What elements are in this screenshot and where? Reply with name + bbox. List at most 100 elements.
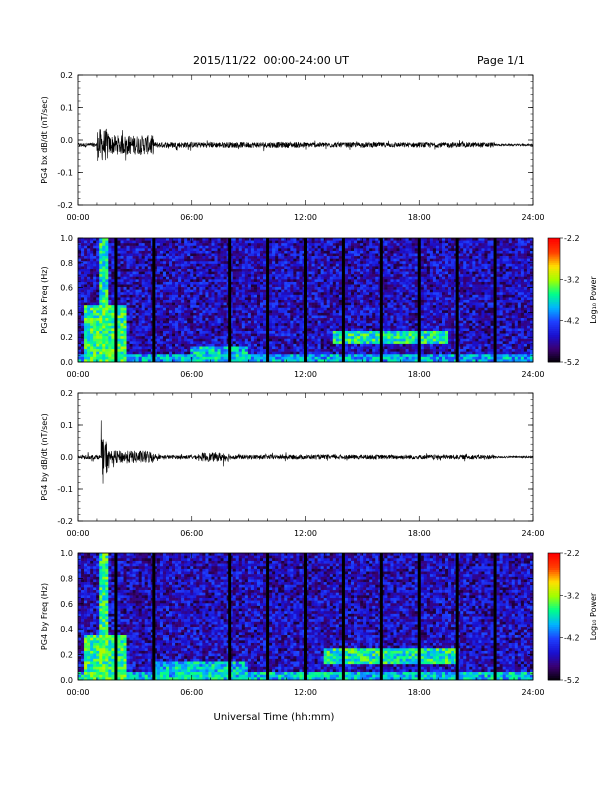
heatmap-cell [184,333,188,337]
heatmap-cell [360,359,364,363]
heatmap-cell [244,305,249,309]
heatmap-cell [369,243,373,247]
heatmap-cell [272,341,276,345]
heatmap-cell [211,240,215,244]
heatmap-cell [317,341,321,345]
heatmap-cell [263,297,267,301]
heatmap-cell [187,276,191,280]
heatmap-cell [253,302,258,306]
heatmap-cell [256,243,261,247]
heatmap-cell [287,312,291,316]
heatmap-cell [165,331,170,334]
heatmap-cell [314,349,318,352]
heatmap-cell [256,338,261,342]
heatmap-cell [278,294,282,298]
heatmap-cell [363,343,367,347]
heatmap-cell [238,351,243,355]
heatmap-cell [269,297,273,301]
heatmap-cell [181,248,185,252]
heatmap-cell [96,331,100,334]
heatmap-cell [344,245,349,249]
heatmap-cell [357,238,361,241]
heatmap-cell [93,269,97,272]
heatmap-cell [132,281,136,285]
heatmap-cell [229,325,233,329]
heatmap-cell [187,341,191,345]
heatmap-cell [108,341,112,345]
heatmap-cell [156,351,161,355]
heatmap-cell [193,263,197,267]
heatmap-cell [78,276,82,280]
heatmap-cell [111,320,115,324]
heatmap-cell [196,258,200,262]
heatmap-cell [247,284,252,288]
heatmap-cell [105,356,109,360]
heatmap-cell [311,261,315,265]
heatmap-cell [153,302,158,306]
heatmap-cell [366,328,370,332]
heatmap-cell [159,289,164,293]
heatmap-cell [272,289,276,293]
heatmap-cell [263,346,267,350]
heatmap-cell [260,320,264,324]
heatmap-cell [269,318,273,321]
heatmap-cell [375,320,379,324]
heatmap-cell [235,310,240,314]
heatmap-cell [105,263,109,267]
heatmap-cell [141,318,146,321]
heatmap-cell [144,279,149,283]
heatmap-cell [293,266,297,270]
heatmap-cell [232,289,237,293]
heatmap-cell [335,256,340,259]
heatmap-cell [250,245,255,249]
heatmap-cell [193,248,197,252]
heatmap-cell [354,245,358,249]
heatmap-cell [162,281,167,285]
heatmap-cell [147,305,152,309]
heatmap-cell [126,297,130,301]
heatmap-cell [117,289,121,293]
heatmap-cell [84,289,88,293]
heatmap-cell [81,305,85,309]
heatmap-cell [108,240,112,244]
heatmap-cell [123,297,127,301]
heatmap-cell [372,349,376,352]
heatmap-cell [284,315,288,319]
heatmap-cell [138,287,142,290]
heatmap-cell [223,315,227,319]
heatmap-cell [366,245,370,249]
heatmap-cell [229,263,233,267]
heatmap-cell [326,338,331,342]
heatmap-cell [123,354,127,358]
heatmap-cell [247,292,252,296]
heatmap-cell [354,248,358,252]
heatmap-cell [175,245,179,249]
heatmap-cell [175,325,179,329]
heatmap-cell [93,297,97,301]
heatmap-cell [172,351,176,355]
heatmap-cell [147,336,152,340]
heatmap-cell [311,328,315,332]
heatmap-cell [217,312,221,316]
heatmap-cell [299,287,303,290]
heatmap-cell [311,312,315,316]
heatmap-cell [269,269,273,272]
heatmap-cell [314,266,318,270]
heatmap-cell [263,356,267,360]
heatmap-cell [296,351,300,355]
heatmap-cell [329,284,334,288]
heatmap-cell [93,289,97,293]
heatmap-cell [156,359,161,363]
heatmap-cell [156,250,161,254]
heatmap-cell [296,289,300,293]
heatmap-cell [193,271,197,275]
heatmap-cell [281,333,285,337]
heatmap-cell [102,341,106,345]
heatmap-cell [123,302,127,306]
heatmap-cell [129,359,133,363]
heatmap-cell [314,315,318,319]
heatmap-cell [123,341,127,345]
heatmap-cell [260,343,264,347]
heatmap-cell [178,328,182,332]
heatmap-cell [87,245,91,249]
